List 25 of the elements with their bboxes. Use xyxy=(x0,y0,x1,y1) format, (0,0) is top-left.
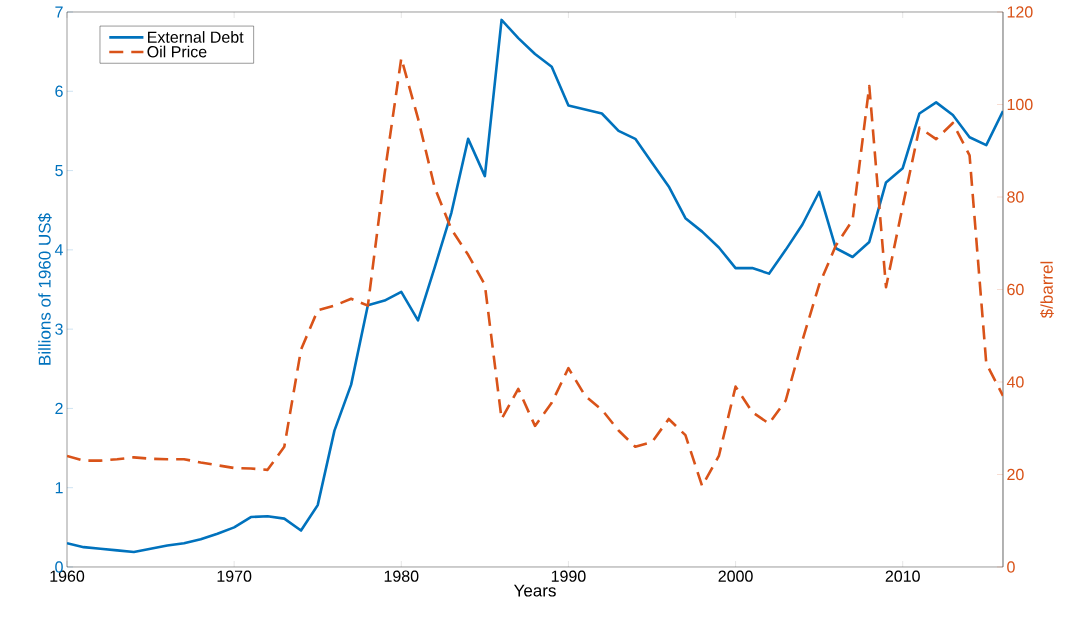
y2-tick-label: 0 xyxy=(1007,561,1015,573)
legend-label: External Debt xyxy=(148,31,244,43)
line-series xyxy=(67,56,1003,488)
y-tick-label: 2 xyxy=(55,402,63,414)
y2-tick-label: 120 xyxy=(1007,6,1033,18)
y-tick-label: 4 xyxy=(54,244,63,256)
x-tick-label: 1970 xyxy=(217,570,252,582)
y-axis-title: Billions of 1960 US$ xyxy=(37,213,52,365)
y2-tick-label: 60 xyxy=(1007,283,1024,296)
legend-label: Oil Price xyxy=(147,45,207,58)
x-tick-label: 1990 xyxy=(551,570,586,582)
y-tick-label: 6 xyxy=(55,85,63,97)
y2-tick-label: 80 xyxy=(1007,191,1024,203)
y2-tick-label: 20 xyxy=(1007,468,1024,481)
y-tick-label: 5 xyxy=(55,164,63,177)
x-tick-label: 2010 xyxy=(885,570,920,582)
y2-tick-label: 100 xyxy=(1007,98,1033,111)
y2-axis-title: $/barrel xyxy=(1040,261,1054,319)
y2-tick-label: 40 xyxy=(1006,376,1024,388)
y-tick-label: 7 xyxy=(55,6,63,18)
y-tick-label: 3 xyxy=(55,323,63,335)
y-tick-label: 1 xyxy=(55,482,63,494)
x-tick-label: 2000 xyxy=(718,570,753,582)
x-axis-title: Years xyxy=(513,584,556,597)
x-tick-label: 1980 xyxy=(384,570,419,582)
